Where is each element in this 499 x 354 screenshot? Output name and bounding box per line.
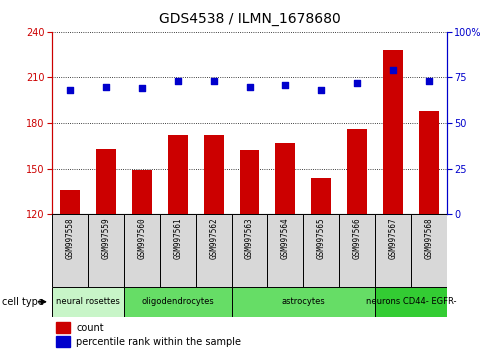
Point	[210, 78, 218, 84]
Text: GSM997563: GSM997563	[245, 218, 254, 259]
Point	[389, 67, 397, 73]
Text: count: count	[76, 322, 104, 332]
Bar	[124, 214, 160, 287]
Text: GSM997560: GSM997560	[138, 218, 147, 259]
Point	[138, 86, 146, 91]
Bar	[303, 214, 339, 287]
Point	[425, 78, 433, 84]
Bar	[124, 287, 232, 317]
Bar	[311, 178, 331, 214]
Bar	[132, 170, 152, 214]
Bar	[232, 287, 375, 317]
Bar	[168, 135, 188, 214]
Text: GSM997558: GSM997558	[66, 218, 75, 259]
Bar	[267, 214, 303, 287]
Bar	[411, 214, 447, 287]
Point	[66, 87, 74, 93]
Bar	[419, 111, 439, 214]
Point	[281, 82, 289, 87]
Bar	[347, 129, 367, 214]
Text: GSM997561: GSM997561	[173, 218, 182, 259]
Text: percentile rank within the sample: percentile rank within the sample	[76, 337, 241, 347]
Point	[174, 78, 182, 84]
Bar	[375, 214, 411, 287]
Bar	[56, 322, 70, 333]
Point	[317, 87, 325, 93]
Bar	[339, 214, 375, 287]
Text: GSM997566: GSM997566	[352, 218, 361, 259]
Point	[246, 84, 253, 89]
Bar	[196, 214, 232, 287]
Bar	[383, 50, 403, 214]
Text: GDS4538 / ILMN_1678680: GDS4538 / ILMN_1678680	[159, 12, 340, 27]
Bar	[96, 149, 116, 214]
Text: GSM997559: GSM997559	[102, 218, 111, 259]
Bar	[56, 336, 70, 347]
Bar	[275, 143, 295, 214]
Text: GSM997567: GSM997567	[388, 218, 397, 259]
Text: oligodendrocytes: oligodendrocytes	[141, 297, 214, 306]
Bar	[52, 214, 88, 287]
Text: neural rosettes: neural rosettes	[56, 297, 120, 306]
Bar	[240, 150, 259, 214]
Bar	[60, 190, 80, 214]
Text: astrocytes: astrocytes	[281, 297, 325, 306]
Point	[102, 84, 110, 89]
Text: neurons CD44- EGFR-: neurons CD44- EGFR-	[366, 297, 456, 306]
Bar	[52, 287, 124, 317]
Bar	[232, 214, 267, 287]
Text: GSM997565: GSM997565	[317, 218, 326, 259]
Point	[353, 80, 361, 86]
Bar	[88, 214, 124, 287]
Bar	[160, 214, 196, 287]
Text: GSM997564: GSM997564	[281, 218, 290, 259]
Text: cell type: cell type	[2, 297, 44, 307]
Bar	[375, 287, 447, 317]
Bar	[204, 135, 224, 214]
Text: GSM997562: GSM997562	[209, 218, 218, 259]
Text: GSM997568: GSM997568	[424, 218, 433, 259]
